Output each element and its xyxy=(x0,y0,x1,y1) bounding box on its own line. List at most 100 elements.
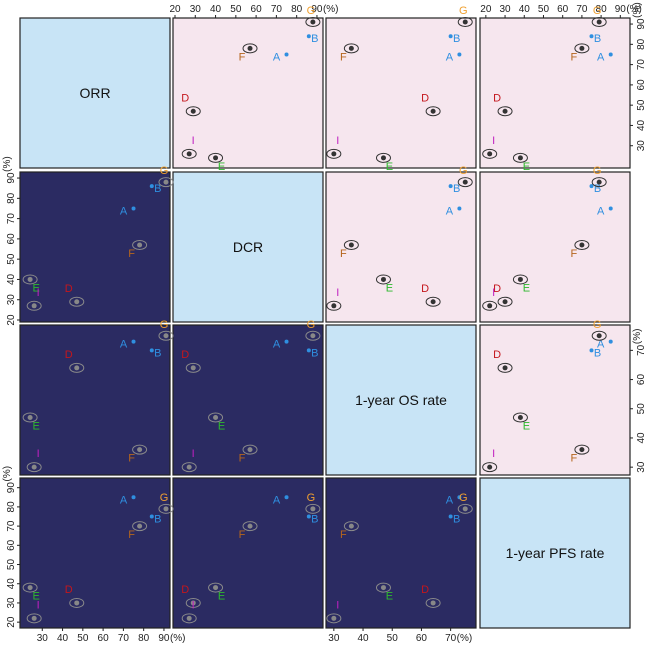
confidence-ellipse xyxy=(425,296,441,307)
data-point-F xyxy=(247,45,253,51)
x-tick-label: 30 xyxy=(190,4,202,15)
x-tick-label: 70 xyxy=(271,4,283,15)
confidence-ellipse xyxy=(69,597,85,608)
confidence-ellipse xyxy=(208,582,224,593)
unit-label: (%) xyxy=(632,329,643,345)
point-label-G: G xyxy=(459,5,468,17)
panel-2-1 xyxy=(172,324,324,476)
confidence-ellipse xyxy=(22,274,38,285)
data-point-E xyxy=(517,415,523,421)
confidence-ellipse xyxy=(425,597,441,608)
point-label-D: D xyxy=(65,349,73,361)
point-label-G: G xyxy=(307,319,316,331)
unit-label: (%) xyxy=(323,4,339,15)
point-label-E: E xyxy=(32,282,39,294)
data-point-A xyxy=(131,206,136,211)
point-label-D: D xyxy=(65,283,73,295)
data-point-F xyxy=(137,523,143,529)
confidence-ellipse xyxy=(574,239,590,250)
x-tick-label: 40 xyxy=(519,4,531,15)
point-label-G: G xyxy=(593,319,602,331)
confidence-ellipse xyxy=(497,296,513,307)
data-point-A xyxy=(284,52,289,57)
point-label-G: G xyxy=(459,492,468,504)
y-tick-label: 50 xyxy=(6,559,17,571)
point-label-I: I xyxy=(192,448,195,460)
point-label-I: I xyxy=(192,599,195,611)
data-point-A xyxy=(608,206,613,211)
data-point-B xyxy=(589,348,594,353)
panel-3-2 xyxy=(325,477,477,629)
point-label-E: E xyxy=(523,421,530,433)
confidence-ellipse xyxy=(22,412,38,423)
data-point-I xyxy=(186,464,192,470)
y-tick-label: 30 xyxy=(636,140,647,152)
data-point-A xyxy=(457,206,462,211)
y-tick-label: 30 xyxy=(636,461,647,473)
x-tick-label: 50 xyxy=(387,633,399,644)
panel-2-0 xyxy=(19,324,171,476)
data-point-F xyxy=(579,45,585,51)
point-label-F: F xyxy=(239,453,246,465)
data-point-B xyxy=(149,348,154,353)
data-point-D xyxy=(502,365,508,371)
confidence-ellipse xyxy=(497,362,513,373)
data-point-I xyxy=(31,464,37,470)
point-label-E: E xyxy=(218,421,225,433)
data-point-D xyxy=(74,365,80,371)
data-point-I xyxy=(186,151,192,157)
data-point-B xyxy=(448,184,453,189)
data-point-E xyxy=(27,276,33,282)
point-label-F: F xyxy=(340,529,347,541)
point-label-B: B xyxy=(311,514,318,526)
point-label-A: A xyxy=(273,339,281,351)
point-label-F: F xyxy=(128,529,135,541)
y-tick-label: 60 xyxy=(636,374,647,386)
confidence-ellipse xyxy=(208,152,224,163)
confidence-ellipse xyxy=(158,177,174,188)
data-point-D xyxy=(430,299,436,305)
confidence-ellipse xyxy=(574,444,590,455)
data-point-B xyxy=(306,34,311,39)
x-tick-label: 60 xyxy=(251,4,263,15)
unit-label: (%) xyxy=(457,633,473,644)
confidence-ellipse xyxy=(242,444,258,455)
data-point-F xyxy=(579,447,585,453)
x-tick-label: 80 xyxy=(138,633,150,644)
point-label-D: D xyxy=(493,283,501,295)
confidence-ellipse xyxy=(26,300,42,311)
y-tick-label: 30 xyxy=(6,597,17,609)
data-point-E xyxy=(380,276,386,282)
data-point-I xyxy=(186,615,192,621)
y-tick-label: 20 xyxy=(6,314,17,326)
x-tick-label: 30 xyxy=(37,633,49,644)
data-point-D xyxy=(190,365,196,371)
point-label-A: A xyxy=(273,51,281,63)
data-point-G xyxy=(163,506,169,512)
confidence-ellipse xyxy=(343,239,359,250)
confidence-ellipse xyxy=(305,503,321,514)
point-label-D: D xyxy=(493,92,501,104)
point-label-E: E xyxy=(32,591,39,603)
confidence-ellipse xyxy=(69,362,85,373)
confidence-ellipse xyxy=(482,148,498,159)
y-tick-label: 90 xyxy=(636,18,647,30)
data-point-D xyxy=(502,299,508,305)
point-label-A: A xyxy=(120,494,128,506)
data-point-E xyxy=(27,585,33,591)
confidence-ellipse xyxy=(457,503,473,514)
y-tick-label: 70 xyxy=(636,59,647,71)
point-label-I: I xyxy=(492,287,495,299)
confidence-ellipse xyxy=(591,17,607,28)
data-point-B xyxy=(448,34,453,39)
x-tick-label: 90 xyxy=(311,4,323,15)
y-tick-label: 80 xyxy=(636,38,647,50)
confidence-ellipse xyxy=(185,362,201,373)
data-point-D xyxy=(430,600,436,606)
y-tick-label: 50 xyxy=(636,403,647,415)
y-tick-label: 40 xyxy=(6,273,17,285)
data-point-E xyxy=(213,155,219,161)
point-label-I: I xyxy=(336,287,339,299)
panel-0-2 xyxy=(325,17,477,169)
confidence-ellipse xyxy=(512,274,528,285)
